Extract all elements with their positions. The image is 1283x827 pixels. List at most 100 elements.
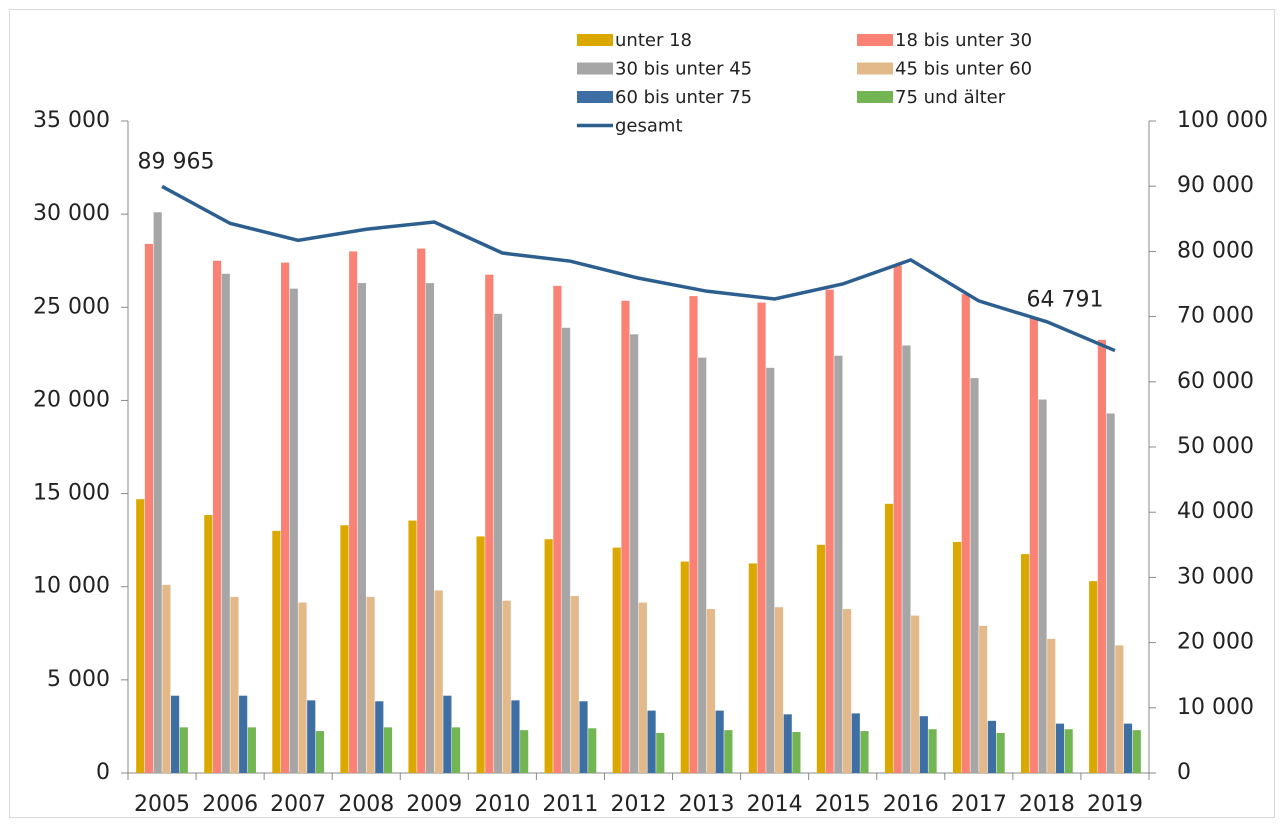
- bar: [553, 285, 562, 773]
- bar: [638, 602, 647, 773]
- y-tick-label: 20 000: [33, 387, 110, 412]
- legend-marker: [577, 34, 613, 46]
- legend-marker: [857, 34, 893, 46]
- bar: [1021, 554, 1030, 773]
- bar: [621, 300, 630, 773]
- y2-tick-label: 20 000: [1177, 630, 1254, 655]
- legend-marker: [577, 62, 613, 75]
- bar: [952, 542, 962, 773]
- bar: [766, 367, 775, 773]
- x-tick-label: 2009: [406, 792, 462, 817]
- bar: [1115, 645, 1124, 773]
- x-tick-label: 2017: [951, 792, 1007, 817]
- x-tick-label: 2005: [134, 792, 190, 817]
- bar: [443, 695, 452, 773]
- x-tick-label: 2015: [815, 792, 871, 817]
- bar: [375, 701, 384, 773]
- x-tick-label: 2019: [1087, 792, 1143, 817]
- bar: [298, 602, 307, 773]
- bar: [1047, 638, 1056, 773]
- bar: [408, 520, 417, 773]
- bar: [1097, 339, 1106, 773]
- bar: [383, 727, 393, 773]
- bar: [179, 727, 188, 773]
- bar: [825, 289, 834, 773]
- x-tick-label: 2008: [338, 792, 394, 817]
- bar: [212, 260, 222, 773]
- bar: [144, 243, 154, 773]
- data-label: 64 791: [1026, 288, 1103, 313]
- bar: [816, 544, 826, 773]
- x-tick-label: 2014: [747, 792, 803, 817]
- legend-label: gesamt: [615, 116, 683, 137]
- bar: [851, 713, 860, 773]
- bar: [357, 283, 366, 773]
- bar: [689, 296, 698, 773]
- bar: [1123, 723, 1133, 773]
- x-tick-label: 2007: [270, 792, 326, 817]
- legend-label: 75 und älter: [895, 87, 1006, 108]
- bar: [272, 530, 281, 773]
- legend-marker: [857, 62, 893, 75]
- y-tick-label: 10 000: [33, 574, 110, 599]
- bar: [511, 700, 520, 773]
- bar: [230, 596, 239, 773]
- bar: [221, 273, 230, 773]
- y2-tick-label: 60 000: [1177, 369, 1254, 394]
- bar: [307, 700, 316, 773]
- bar: [724, 730, 733, 773]
- legend-label: 18 bis unter 30: [895, 30, 1032, 51]
- bar: [579, 701, 588, 773]
- bar: [680, 561, 689, 773]
- bar: [349, 251, 358, 773]
- x-tick-label: 2010: [474, 792, 530, 817]
- bar: [783, 714, 792, 773]
- y-tick-label: 25 000: [33, 294, 110, 319]
- bar: [647, 710, 656, 773]
- legend-marker: [857, 91, 893, 103]
- bar: [1064, 729, 1073, 773]
- bar: [884, 503, 894, 773]
- bar: [315, 731, 325, 773]
- bar: [153, 212, 162, 773]
- bar: [656, 732, 665, 773]
- y2-tick-label: 70 000: [1177, 304, 1254, 329]
- bar: [893, 265, 902, 773]
- bar: [247, 727, 256, 773]
- bar: [979, 625, 988, 773]
- bar: [1038, 399, 1047, 773]
- bar: [919, 716, 928, 773]
- bar: [281, 262, 290, 773]
- bar: [1055, 723, 1065, 773]
- y2-tick-label: 0: [1177, 760, 1191, 785]
- y2-tick-label: 40 000: [1177, 499, 1254, 524]
- y2-tick-label: 30 000: [1177, 564, 1254, 589]
- bar: [715, 710, 724, 773]
- y-tick-label: 5 000: [47, 667, 110, 692]
- bar: [1089, 581, 1098, 773]
- bar: [340, 525, 349, 773]
- bar: [987, 720, 996, 773]
- x-tick-label: 2011: [542, 792, 598, 817]
- legend-label: unter 18: [615, 30, 692, 51]
- bar: [911, 615, 920, 773]
- bar: [928, 729, 937, 773]
- legend-label: 30 bis unter 45: [615, 59, 752, 80]
- y-tick-label: 0: [96, 760, 110, 785]
- bar: [860, 731, 869, 773]
- y2-tick-label: 80 000: [1177, 238, 1254, 263]
- bar: [204, 514, 213, 773]
- bar: [1029, 317, 1038, 773]
- bar: [476, 536, 485, 773]
- y2-tick-label: 50 000: [1177, 434, 1254, 459]
- bar: [630, 334, 639, 773]
- x-tick-label: 2013: [679, 792, 735, 817]
- legend-marker: [577, 91, 613, 103]
- bar: [136, 499, 145, 773]
- bar: [425, 283, 435, 773]
- y2-tick-label: 90 000: [1177, 173, 1254, 198]
- bar: [544, 539, 553, 773]
- bar: [588, 728, 597, 773]
- bar: [748, 563, 757, 773]
